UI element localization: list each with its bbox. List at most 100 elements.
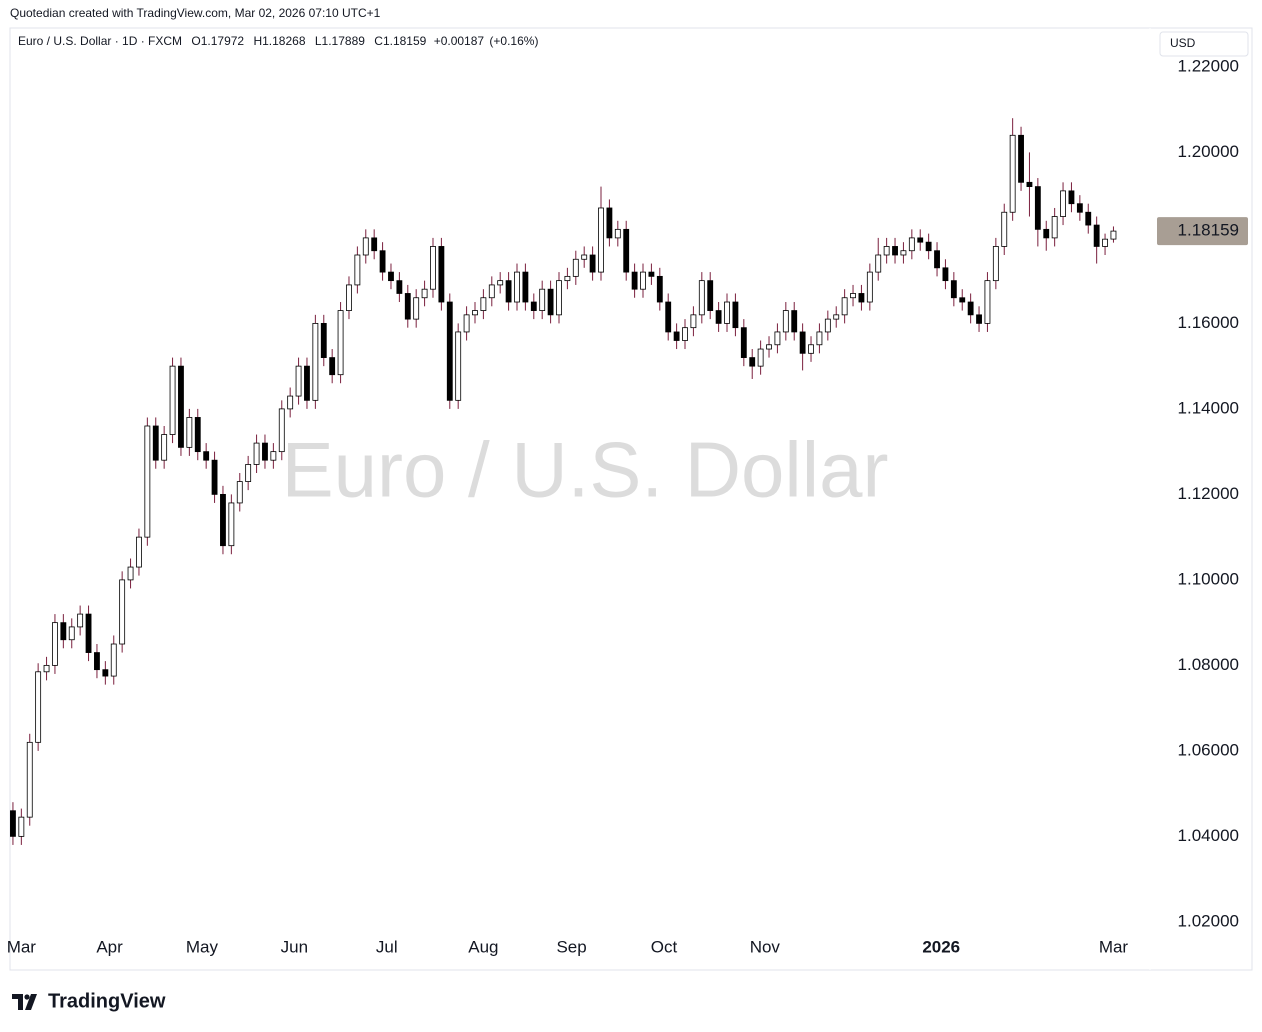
candle-body bbox=[1051, 216, 1058, 239]
candle-body bbox=[1110, 230, 1117, 240]
change-pct: (+0.16%) bbox=[489, 34, 538, 48]
ohlc-label: L bbox=[315, 34, 322, 48]
candle-body bbox=[119, 579, 126, 645]
candle-body bbox=[522, 271, 529, 303]
candle-body bbox=[396, 280, 403, 294]
currency-button[interactable] bbox=[1159, 31, 1249, 57]
candle-body bbox=[346, 284, 352, 311]
attribution: Quotedian created with TradingView.com, … bbox=[10, 6, 381, 20]
candle-body bbox=[463, 314, 470, 333]
watermark: Euro / U.S. Dollar bbox=[282, 426, 889, 514]
candle-body bbox=[547, 288, 554, 316]
candle-body bbox=[136, 536, 142, 568]
candle-body bbox=[984, 280, 991, 324]
y-tick-label: 1.16000 bbox=[1178, 313, 1239, 332]
candle-body bbox=[1093, 224, 1100, 247]
candle-body bbox=[438, 246, 445, 303]
candle-body bbox=[740, 327, 747, 358]
candle-body bbox=[77, 613, 84, 628]
candle-body bbox=[808, 344, 814, 354]
y-tick-label: 1.22000 bbox=[1178, 56, 1239, 75]
candle-body bbox=[262, 442, 268, 461]
candle-body bbox=[320, 322, 327, 358]
candle-body bbox=[455, 331, 462, 401]
candle-body bbox=[52, 622, 58, 666]
candle-body bbox=[816, 331, 823, 346]
y-tick-label: 1.02000 bbox=[1178, 911, 1239, 930]
candle-body bbox=[967, 301, 974, 316]
candle-body bbox=[799, 331, 806, 354]
ohlc-value: 1.18159 bbox=[383, 34, 427, 48]
y-tick-label: 1.14000 bbox=[1178, 398, 1239, 417]
candle-body bbox=[1034, 186, 1041, 230]
candle-body bbox=[614, 228, 621, 239]
x-tick-label: May bbox=[186, 937, 219, 956]
candle-body bbox=[220, 493, 226, 547]
candle-body bbox=[992, 246, 999, 282]
candle-body bbox=[10, 810, 16, 837]
candle-body bbox=[203, 451, 210, 461]
candle-body bbox=[866, 271, 873, 303]
candle-body bbox=[698, 280, 705, 316]
candle-body bbox=[337, 310, 344, 376]
candle-body bbox=[211, 459, 218, 495]
x-tick-label: Jun bbox=[281, 937, 308, 956]
candle-body bbox=[304, 365, 310, 401]
candle-body bbox=[144, 425, 151, 538]
candle-body bbox=[102, 669, 109, 677]
candle-body bbox=[774, 331, 781, 346]
candle-body bbox=[782, 310, 789, 333]
candle-body bbox=[329, 357, 336, 376]
x-tick-label: Oct bbox=[651, 937, 678, 956]
candle-body bbox=[959, 297, 966, 303]
x-tick-label: Mar bbox=[7, 937, 37, 956]
candle-body bbox=[186, 417, 193, 448]
candle-body bbox=[656, 275, 663, 303]
candle-body bbox=[430, 246, 436, 290]
currency[interactable]: USD bbox=[1170, 36, 1196, 50]
brand-logo: TradingView bbox=[12, 990, 166, 1012]
candle-body bbox=[127, 566, 134, 581]
ohlc-value: 1.17972 bbox=[201, 34, 245, 48]
candle-body bbox=[1068, 190, 1075, 205]
candle-body bbox=[598, 207, 604, 273]
candle-body bbox=[623, 228, 630, 273]
candle-body bbox=[917, 237, 924, 243]
candle-body bbox=[732, 301, 739, 329]
ohlc-label: C bbox=[374, 34, 383, 48]
candle-body bbox=[1001, 211, 1008, 247]
y-tick-label: 1.08000 bbox=[1178, 655, 1239, 674]
candle-body bbox=[715, 310, 722, 324]
candle-body bbox=[1085, 211, 1092, 226]
candle-body bbox=[539, 288, 546, 311]
candle-body bbox=[152, 425, 159, 461]
x-tick-label: Nov bbox=[750, 937, 781, 956]
candle-body bbox=[228, 502, 235, 547]
candle-body bbox=[43, 664, 50, 673]
candle-body bbox=[94, 652, 100, 671]
candle-body bbox=[169, 365, 176, 435]
candle-body bbox=[640, 271, 646, 290]
candle-body bbox=[497, 280, 504, 286]
x-tick-label: Jul bbox=[376, 937, 398, 956]
candle-body bbox=[900, 250, 907, 256]
candle-body bbox=[892, 246, 898, 256]
candle-body bbox=[362, 237, 369, 256]
candle-body bbox=[379, 250, 386, 273]
candle-body bbox=[1009, 134, 1016, 213]
ohlc-value: 1.17889 bbox=[322, 34, 366, 48]
brand-name: TradingView bbox=[48, 990, 166, 1012]
candle-body bbox=[253, 442, 260, 465]
candle-body bbox=[530, 301, 537, 311]
y-tick-label: 1.20000 bbox=[1178, 142, 1239, 161]
candle-body bbox=[942, 267, 949, 282]
candle-body bbox=[1043, 228, 1050, 239]
candle-body bbox=[950, 280, 957, 299]
ohlc-value: 1.18268 bbox=[262, 34, 306, 48]
candle-body bbox=[270, 451, 277, 461]
x-tick-label: Sep bbox=[556, 937, 586, 956]
candle-body bbox=[556, 280, 562, 316]
candle-body bbox=[245, 464, 252, 482]
candle-body bbox=[278, 408, 285, 453]
candle-body bbox=[178, 365, 184, 448]
